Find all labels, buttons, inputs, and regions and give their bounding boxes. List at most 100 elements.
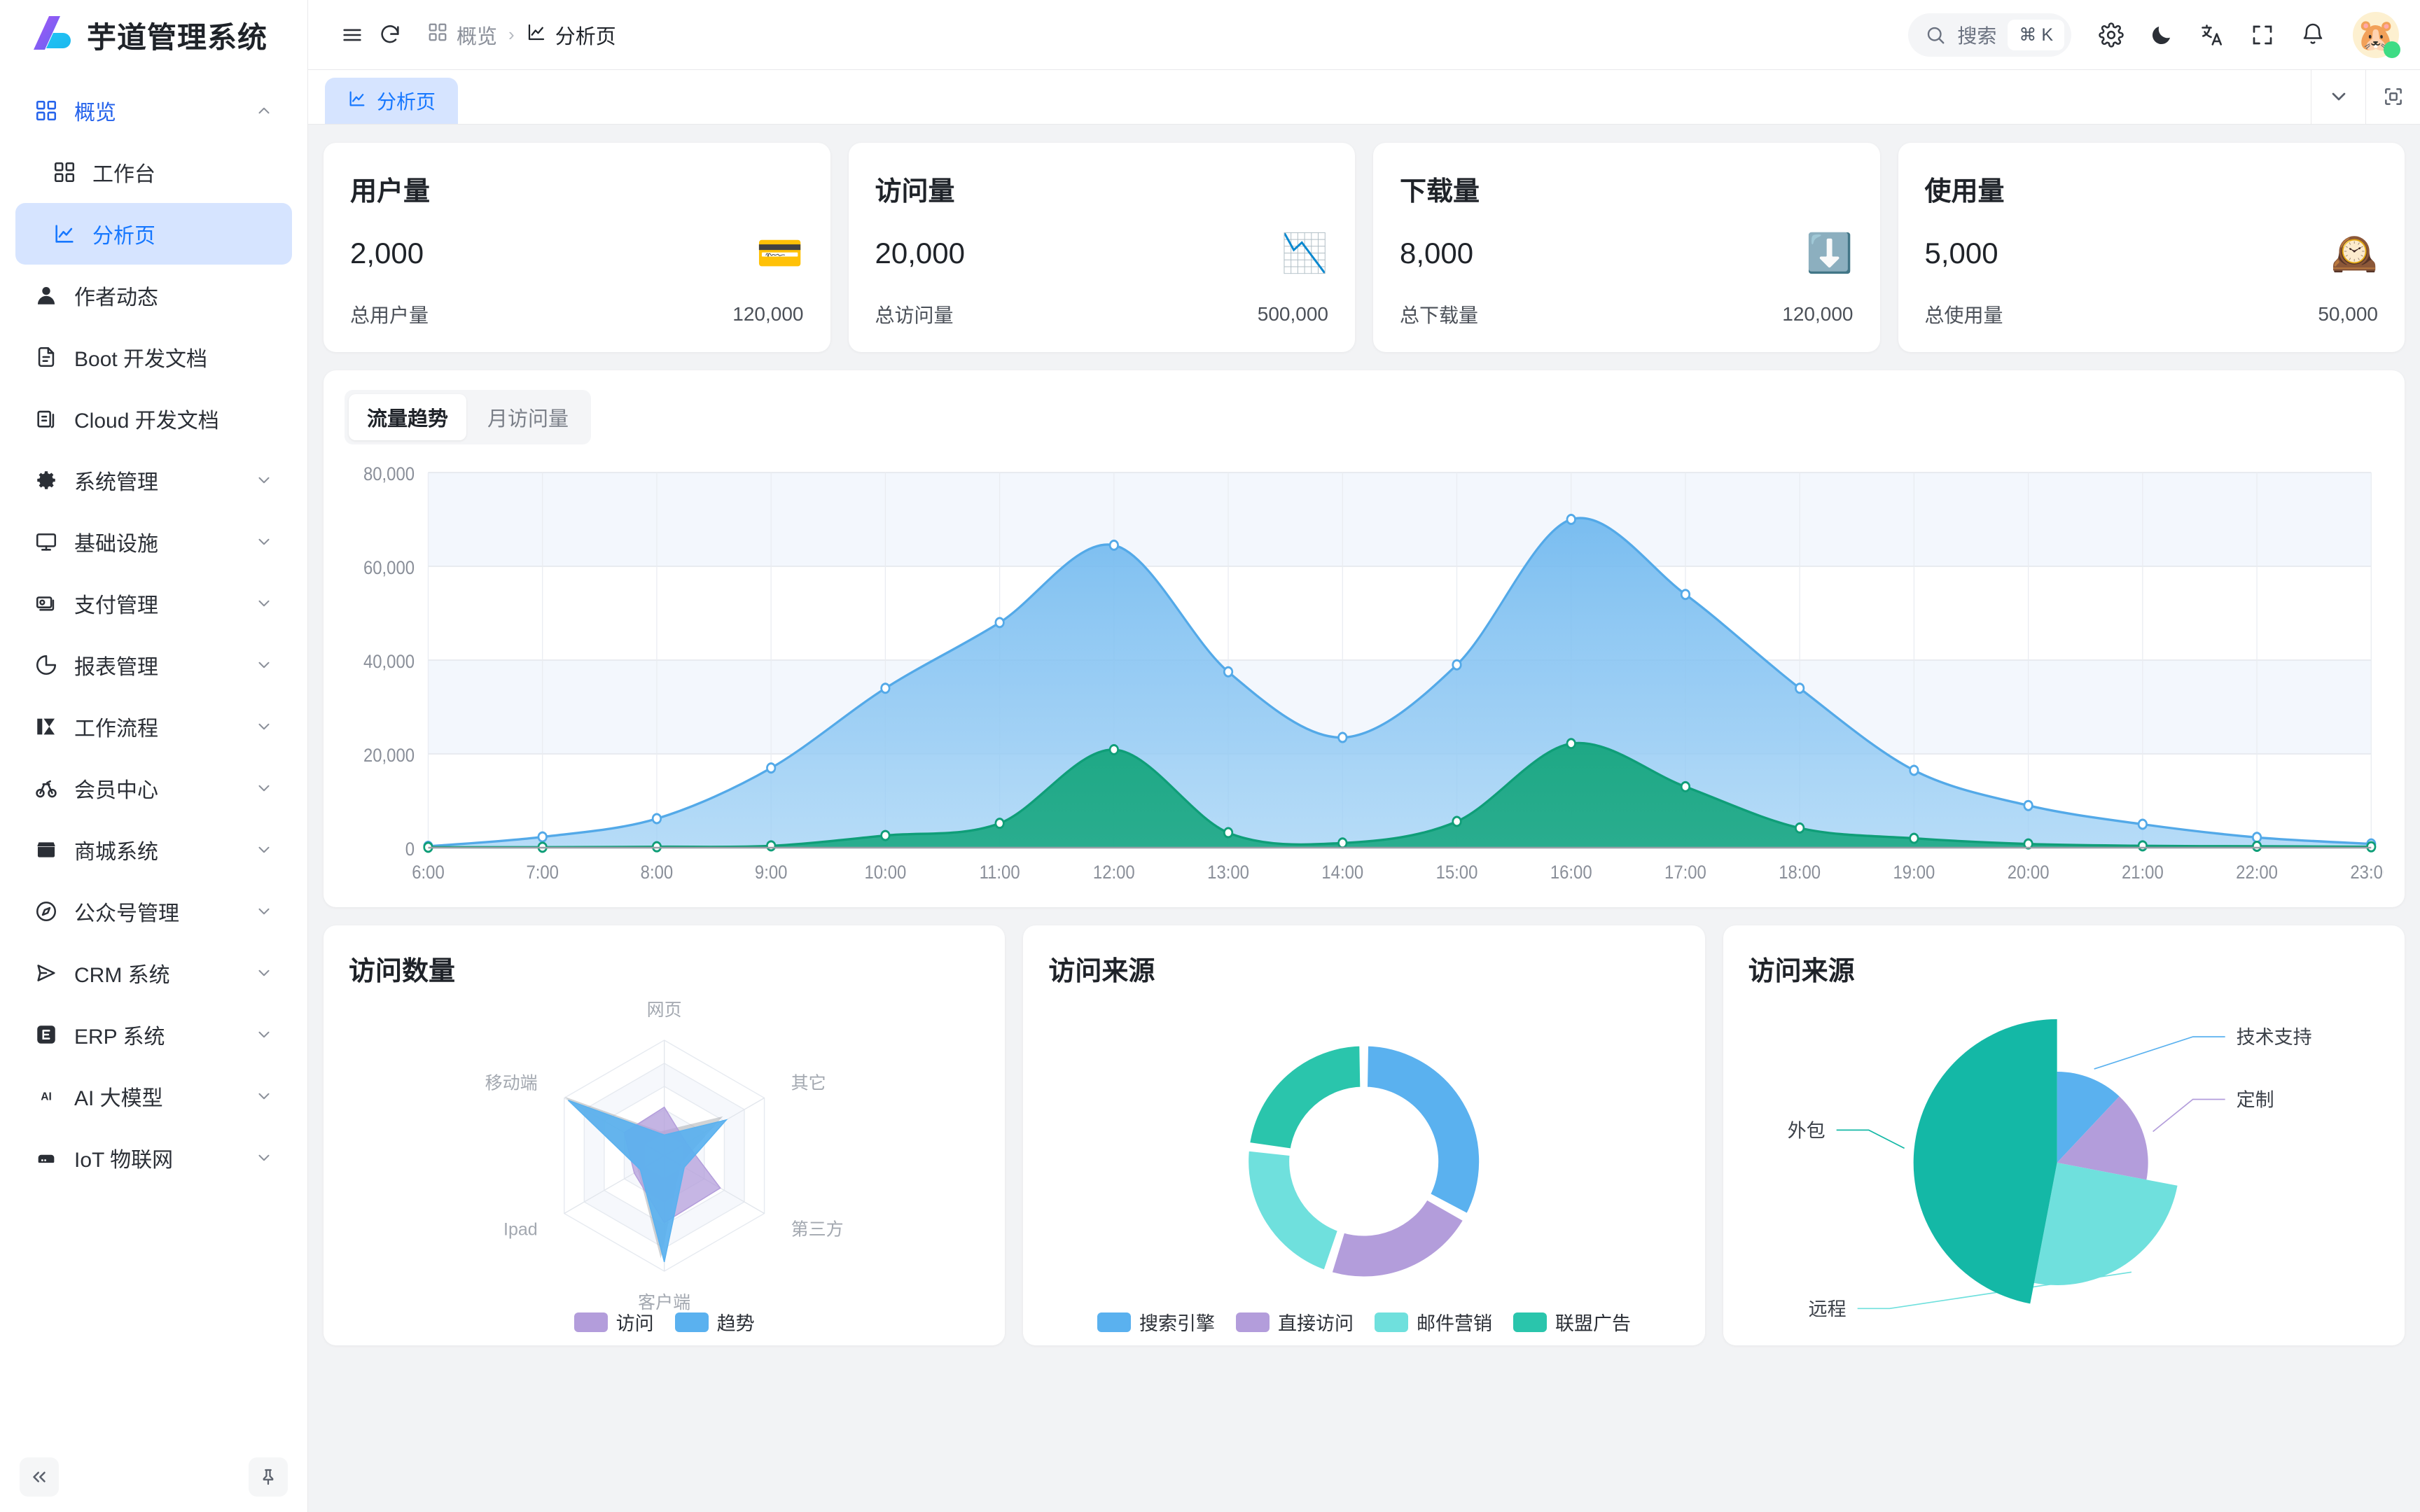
- breadcrumb-label: 概览: [457, 25, 498, 48]
- svg-text:80,000: 80,000: [363, 464, 415, 485]
- chevron-down-icon[interactable]: [254, 840, 274, 860]
- sidebar-item-4[interactable]: Boot 开发文档: [15, 326, 292, 388]
- sidebar-pin-button[interactable]: [249, 1457, 288, 1497]
- chevron-up-icon[interactable]: [254, 101, 274, 120]
- sidebar-item-label: 报表管理: [74, 656, 158, 679]
- chevron-down-icon[interactable]: [254, 470, 274, 490]
- svg-text:6:00: 6:00: [412, 862, 444, 883]
- stat-total-value: 120,000: [732, 303, 804, 325]
- sidebar-item-5[interactable]: Cloud 开发文档: [15, 388, 292, 449]
- stat-emoji-icon: 💳: [756, 232, 804, 274]
- expand-icon[interactable]: [2365, 69, 2420, 124]
- legend-swatch: [1374, 1312, 1408, 1332]
- chevron-down-icon[interactable]: [254, 655, 274, 675]
- sidebar-item-13[interactable]: 公众号管理: [15, 881, 292, 942]
- svg-text:0: 0: [405, 839, 415, 860]
- avatar[interactable]: 🐹: [2353, 11, 2400, 58]
- legend-item-0[interactable]: 搜索引擎: [1097, 1308, 1215, 1336]
- svg-text:17:00: 17:00: [1664, 862, 1706, 883]
- search-input[interactable]: 搜索 ⌘ K: [1908, 13, 2071, 57]
- sidebar-collapse-button[interactable]: [20, 1457, 59, 1497]
- chevron-down-icon[interactable]: [254, 717, 274, 736]
- sidebar-item-label: 会员中心: [74, 779, 158, 802]
- visit-source-pie-panel: 访问来源 技术支持 定制 远程 外包: [1723, 925, 2405, 1345]
- payment-icon: [34, 591, 59, 616]
- tab-analysis[interactable]: 分析页: [325, 78, 459, 124]
- sidebar-item-16[interactable]: AI AI 大模型: [15, 1065, 292, 1127]
- chevron-down-icon[interactable]: [254, 902, 274, 921]
- bell-icon[interactable]: [2291, 13, 2335, 57]
- stat-title: 下载量: [1400, 177, 1480, 206]
- sidebar-item-12[interactable]: 商城系统: [15, 819, 292, 881]
- sidebar-item-0[interactable]: 概览: [15, 80, 292, 141]
- panel-title: 访问数量: [349, 957, 456, 986]
- visit-count-panel: 访问数量 网页 其它 第三方 客户端 Ipad 移动端 访问 趋势: [324, 925, 1006, 1345]
- chevron-down-icon[interactable]: [254, 1025, 274, 1044]
- translate-icon[interactable]: [2190, 13, 2234, 57]
- stat-title: 使用量: [1924, 177, 2005, 206]
- sidebar-item-7[interactable]: 基础设施: [15, 511, 292, 573]
- legend-item-2[interactable]: 邮件营销: [1374, 1308, 1492, 1336]
- stat-total-value: 120,000: [1782, 303, 1854, 325]
- brand[interactable]: 芋道管理系统: [0, 0, 307, 70]
- chart-icon: [52, 221, 77, 246]
- trend-chart-card: 流量趋势 月访问量 0 20,000 40,000 60,000 80,000 6:00 7:…: [324, 370, 2405, 907]
- chevron-down-icon[interactable]: [254, 1148, 274, 1168]
- sidebar-item-1[interactable]: 工作台: [15, 141, 292, 203]
- trend-tab-0[interactable]: 流量趋势: [349, 394, 467, 440]
- sidebar: 芋道管理系统 概览工作台分析页 作者动态 Boot 开发文档 Cloud 开发文档 系统…: [0, 0, 308, 1512]
- sidebar-item-2[interactable]: 分析页: [15, 203, 292, 265]
- trend-tab-group: 流量趋势 月访问量: [345, 390, 592, 444]
- chevron-down-icon[interactable]: [254, 1086, 274, 1106]
- sidebar-item-10[interactable]: 工作流程: [15, 696, 292, 757]
- refresh-icon[interactable]: [371, 16, 409, 54]
- chevron-down-icon[interactable]: [2311, 69, 2365, 124]
- sidebar-item-label: 公众号管理: [74, 902, 179, 925]
- chevron-down-icon[interactable]: [254, 594, 274, 613]
- chevron-down-icon[interactable]: [254, 532, 274, 552]
- stat-card-row: 用户量 2,000 💳 总用户量 120,000 访问量 20,000 📉 总访…: [324, 143, 2405, 352]
- breadcrumb-item-overview[interactable]: 概览: [427, 20, 497, 50]
- sidebar-item-11[interactable]: 会员中心: [15, 757, 292, 819]
- moon-icon[interactable]: [2140, 13, 2183, 57]
- svg-text:技术支持: 技术支持: [2236, 1027, 2311, 1048]
- svg-text:22:00: 22:00: [2236, 862, 2278, 883]
- sidebar-item-8[interactable]: 支付管理: [15, 573, 292, 634]
- sidebar-item-label: IoT 物联网: [74, 1149, 174, 1172]
- tabbar: 分析页: [308, 69, 2420, 125]
- gear-icon[interactable]: [2089, 13, 2133, 57]
- monitor-icon: [34, 529, 59, 554]
- sidebar-item-label: Boot 开发文档: [74, 348, 208, 371]
- flow-icon: [34, 714, 59, 739]
- search-shortcut: ⌘ K: [2008, 19, 2064, 50]
- hamburger-icon[interactable]: [333, 16, 371, 54]
- legend-item-1[interactable]: 直接访问: [1235, 1308, 1354, 1336]
- svg-text:19:00: 19:00: [1893, 862, 1935, 883]
- trend-tab-1[interactable]: 月访问量: [487, 408, 569, 430]
- breadcrumb-item-analysis[interactable]: 分析页: [526, 20, 616, 50]
- legend-item-0[interactable]: 访问: [573, 1308, 654, 1336]
- stat-total-row: 总下载量 120,000: [1400, 300, 1854, 328]
- sidebar-item-15[interactable]: ERP 系统: [15, 1004, 292, 1065]
- stat-emoji-icon: 🕰️: [2330, 232, 2378, 274]
- stat-value: 8,000: [1400, 237, 1474, 270]
- sidebar-item-17[interactable]: IoT 物联网: [15, 1127, 292, 1189]
- chevron-down-icon[interactable]: [254, 963, 274, 983]
- sidebar-item-14[interactable]: CRM 系统: [15, 942, 292, 1004]
- sidebar-item-6[interactable]: 系统管理: [15, 449, 292, 511]
- sidebar-item-3[interactable]: 作者动态: [15, 265, 292, 326]
- stat-main-row: 2,000 💳: [350, 234, 804, 272]
- legend-item-1[interactable]: 趋势: [674, 1308, 755, 1336]
- sidebar-item-9[interactable]: 报表管理: [15, 634, 292, 696]
- fullscreen-icon[interactable]: [2241, 13, 2284, 57]
- sidebar-item-label: 工作台: [92, 163, 155, 186]
- search-icon: [1925, 24, 1946, 46]
- chevron-down-icon[interactable]: [254, 778, 274, 798]
- topbar-actions: 🐹: [2089, 11, 2400, 58]
- svg-text:20:00: 20:00: [2008, 862, 2050, 883]
- sidebar-footer: [0, 1442, 307, 1512]
- donut-legend: 搜索引擎 直接访问 邮件营销 联盟广告: [1023, 1308, 1704, 1336]
- svg-text:14:00: 14:00: [1321, 862, 1363, 883]
- legend-item-3[interactable]: 联盟广告: [1512, 1308, 1631, 1336]
- sidebar-item-label: 基础设施: [74, 533, 158, 556]
